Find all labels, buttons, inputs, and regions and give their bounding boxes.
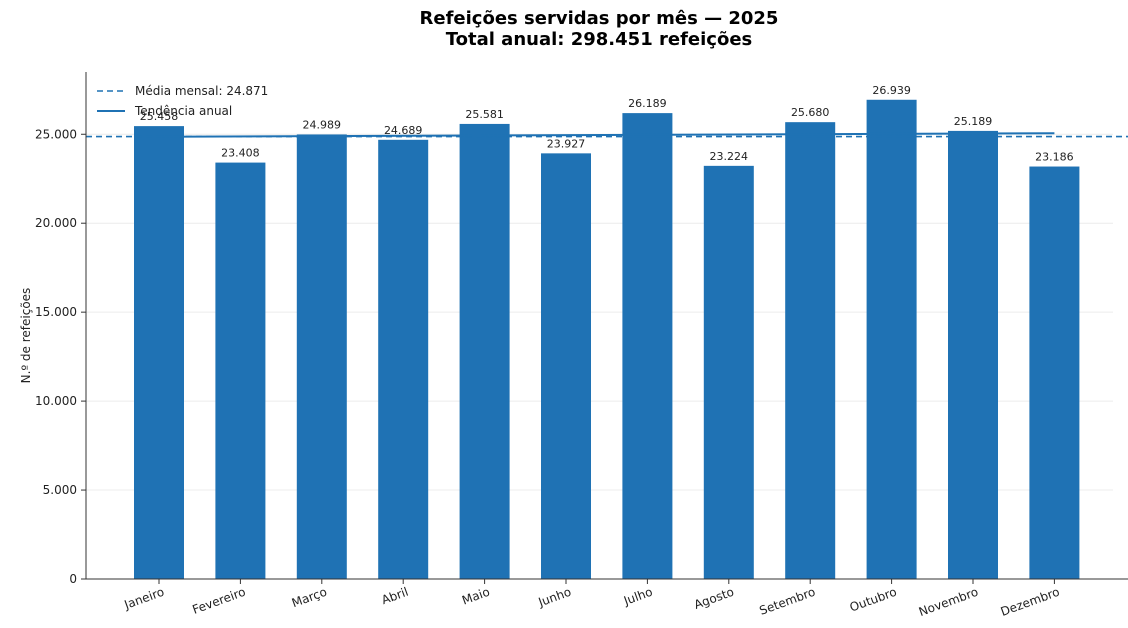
bar <box>866 99 917 579</box>
y-tick-label: 5.000 <box>43 483 77 497</box>
bar-value-label: 25.189 <box>954 115 993 128</box>
bar-value-label: 23.186 <box>1035 151 1074 164</box>
y-tick-label: 25.000 <box>35 127 77 141</box>
x-tick-label: Agosto <box>692 585 736 612</box>
bar <box>459 123 510 579</box>
bar-value-label: 24.689 <box>384 124 423 137</box>
chart-subtitle-line: Total anual: 298.451 refeições <box>445 29 753 50</box>
y-tick-label: 15.000 <box>35 305 77 319</box>
bar <box>215 162 266 580</box>
bars-layer <box>134 99 1080 580</box>
bar-value-label: 23.927 <box>547 137 586 150</box>
bar <box>296 134 347 579</box>
x-tick-label: Junho <box>536 585 573 610</box>
bar <box>541 153 591 579</box>
bar <box>378 139 429 579</box>
x-tick-label: Novembro <box>917 585 980 619</box>
bar-value-label: 23.224 <box>710 150 749 163</box>
y-tick-label: 0 <box>69 572 77 586</box>
trend-line <box>158 132 1055 138</box>
bar-value-label: 23.408 <box>221 147 260 160</box>
bar-value-label: 26.189 <box>628 97 667 110</box>
bar <box>1029 166 1080 579</box>
bar-value-label: 25.458 <box>140 110 179 123</box>
y-tick-label: 10.000 <box>35 394 77 408</box>
bar-value-label: 25.581 <box>465 108 504 121</box>
bar <box>948 130 998 579</box>
x-tick-label: Janeiro <box>122 585 166 613</box>
x-tick-label: Abril <box>380 585 411 608</box>
bar <box>134 126 184 580</box>
x-tick-label: Dezembro <box>999 585 1062 619</box>
bar <box>703 165 754 579</box>
x-tick-label: Julho <box>621 585 654 609</box>
x-tick-label: Maio <box>460 585 491 608</box>
chart-title: Refeições servidas por mês — 2025 Total … <box>0 8 1128 50</box>
bar-value-label: 24.989 <box>303 118 342 131</box>
bar-value-label: 26.939 <box>872 84 911 97</box>
bar-value-label: 25.680 <box>791 106 830 119</box>
chart-title-line: Refeições servidas por mês — 2025 <box>419 8 779 29</box>
lines-layer <box>86 132 1128 138</box>
labels-layer: 25.458 23.408 24.989 24.689 25.581 23.927 26.1… <box>140 84 1074 164</box>
x-tick-label: Março <box>290 585 329 611</box>
legend: Média mensal: 24.871 Tendência anual <box>97 84 268 118</box>
bar <box>622 113 673 579</box>
y-axis-title: N.º de refeições <box>19 288 33 384</box>
x-tick-label: Outubro <box>848 585 899 615</box>
bar <box>785 122 836 579</box>
x-tick-label: Setembro <box>758 585 818 618</box>
legend-mean-label: Média mensal: 24.871 <box>135 84 268 98</box>
y-tick-label: 20.000 <box>35 216 77 230</box>
x-tick-label: Fevereiro <box>190 585 247 617</box>
legend-trend-label: Tendência anual <box>134 104 232 118</box>
